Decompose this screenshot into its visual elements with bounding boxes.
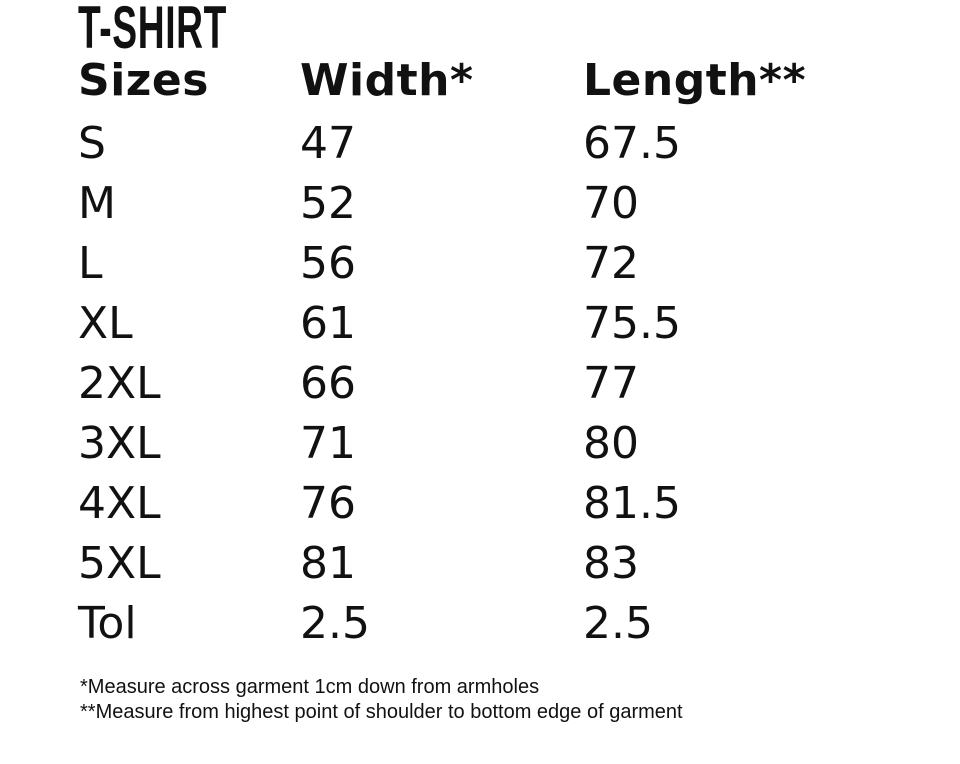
width-cell: 76 [300,478,356,529]
size-cell: 5XL [78,538,161,589]
length-cell: 72 [583,238,639,289]
footnote-length: **Measure from highest point of shoulder… [80,701,683,723]
size-cell: Tol [78,598,137,649]
length-cell: 70 [583,178,639,229]
table-row: Tol 2.5 2.5 [0,598,960,650]
size-cell: S [78,118,106,169]
length-cell: 80 [583,418,639,469]
table-row: L 56 72 [0,238,960,290]
footnote-width: *Measure across garment 1cm down from ar… [80,676,540,698]
width-cell: 66 [300,358,356,409]
width-cell: 61 [300,298,356,349]
width-cell: 52 [300,178,356,229]
header-length: Length** [583,55,807,106]
size-cell: 2XL [78,358,161,409]
length-cell: 77 [583,358,639,409]
size-cell: L [78,238,103,289]
size-cell: M [78,178,116,229]
width-cell: 71 [300,418,356,469]
length-cell: 2.5 [583,598,653,649]
width-cell: 81 [300,538,356,589]
length-cell: 83 [583,538,639,589]
header-sizes: Sizes [78,55,209,106]
header-width: Width* [300,55,474,106]
length-cell: 81.5 [583,478,681,529]
table-row: 4XL 76 81.5 [0,478,960,530]
length-cell: 67.5 [583,118,681,169]
width-cell: 2.5 [300,598,370,649]
table-row: S 47 67.5 [0,118,960,170]
size-cell: XL [78,298,133,349]
size-cell: 3XL [78,418,161,469]
width-cell: 47 [300,118,356,169]
table-row: 5XL 81 83 [0,538,960,590]
table-row: XL 61 75.5 [0,298,960,350]
table-row: M 52 70 [0,178,960,230]
length-cell: 75.5 [583,298,681,349]
header-row: Sizes Width* Length** [0,56,960,106]
width-cell: 56 [300,238,356,289]
size-cell: 4XL [78,478,161,529]
table-row: 2XL 66 77 [0,358,960,410]
chart-title: T-SHIRT [78,0,228,61]
table-row: 3XL 71 80 [0,418,960,470]
